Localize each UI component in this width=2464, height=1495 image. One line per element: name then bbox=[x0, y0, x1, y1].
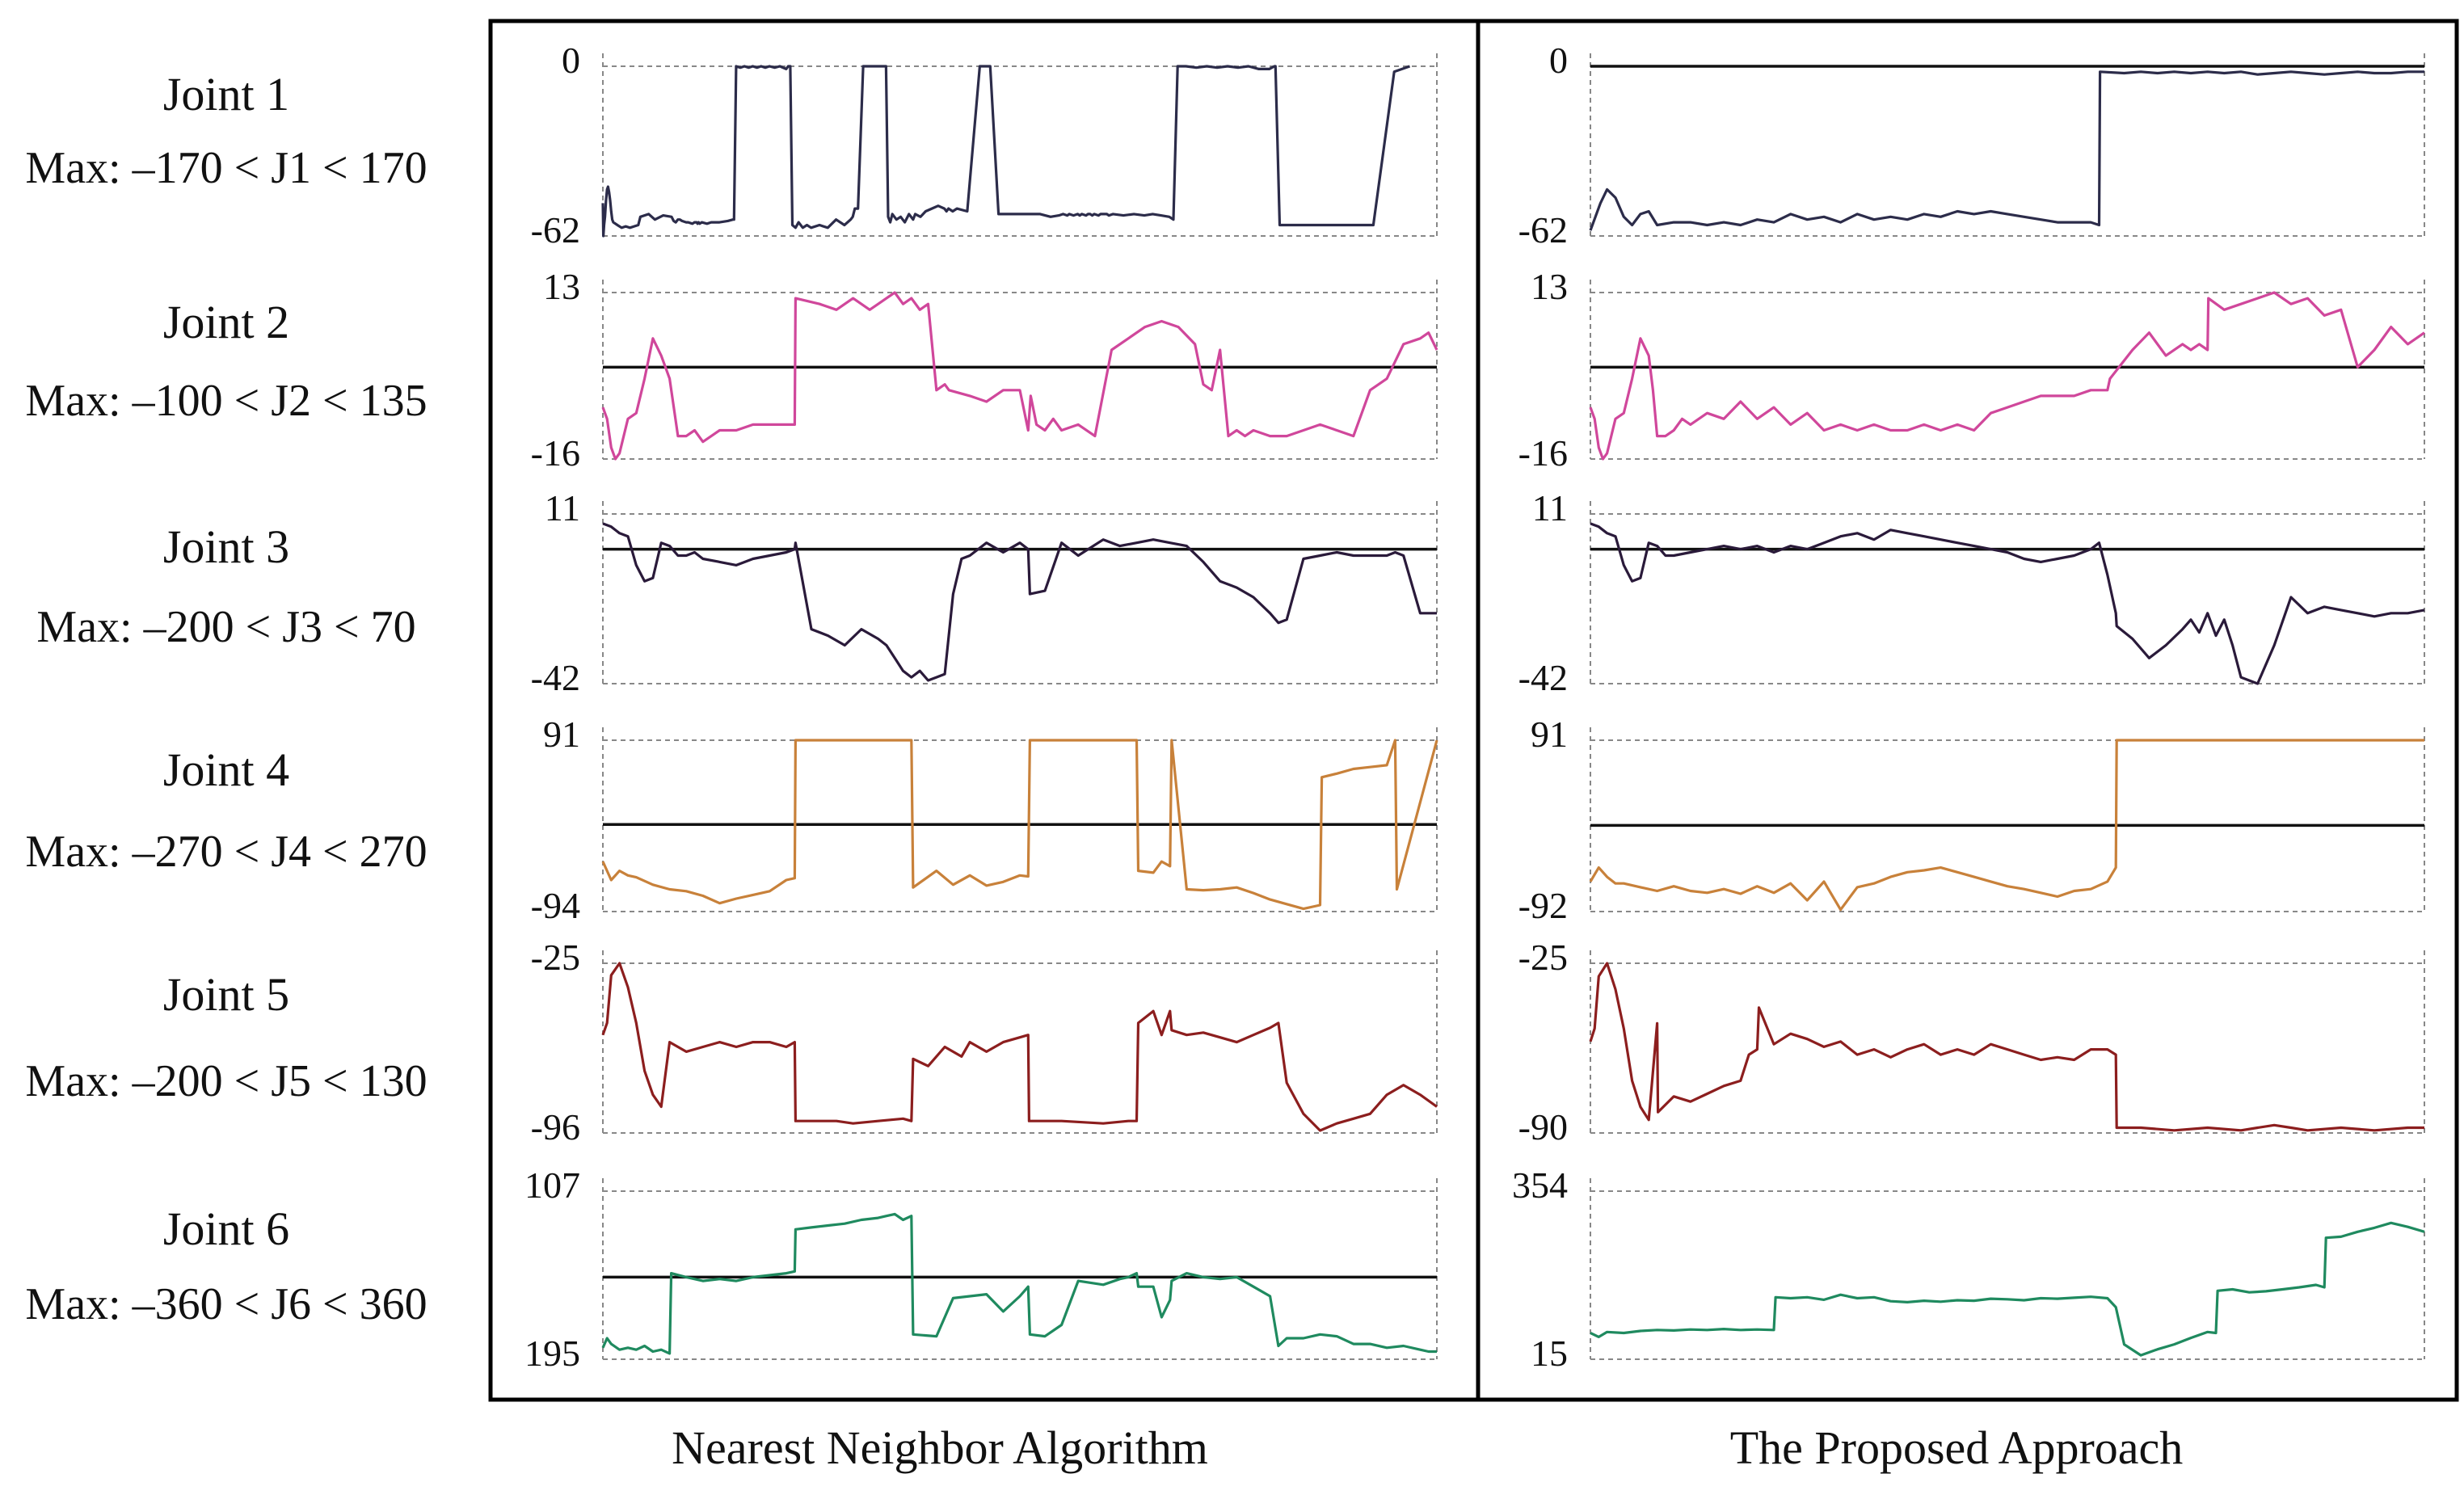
y-tick-top-label: 11 bbox=[545, 487, 580, 529]
y-tick-bottom-label: -94 bbox=[531, 885, 580, 926]
joint-6-range: Max: –360 < J6 < 360 bbox=[25, 1279, 428, 1329]
data-series-line bbox=[1589, 70, 2424, 231]
y-tick-top-label: 13 bbox=[543, 266, 580, 307]
chart-6-nn: 107 195 bbox=[524, 1164, 1438, 1374]
joint-3-range: Max: –200 < J3 < 70 bbox=[36, 602, 416, 652]
y-tick-bottom-label: -42 bbox=[1518, 657, 1568, 698]
data-series-line bbox=[1589, 962, 2424, 1132]
data-series-line bbox=[601, 65, 1411, 238]
y-tick-bottom-label: 195 bbox=[524, 1333, 580, 1374]
y-tick-top-label: 107 bbox=[524, 1164, 580, 1206]
y-tick-bottom-label: -62 bbox=[531, 209, 580, 251]
chart-5-nn: -25 -96 bbox=[531, 937, 1438, 1148]
y-tick-top-label: 91 bbox=[543, 714, 580, 755]
y-tick-top-label: -25 bbox=[1518, 937, 1568, 978]
data-series-line bbox=[1590, 1221, 2425, 1357]
chart-2-proposed: 13 -16 bbox=[1518, 266, 2425, 474]
joint-6-name: Joint 6 bbox=[162, 1202, 290, 1255]
y-tick-top-label: 11 bbox=[1532, 487, 1568, 529]
y-tick-bottom-label: -62 bbox=[1518, 209, 1568, 251]
data-series-line bbox=[601, 962, 1438, 1132]
y-tick-bottom-label: -90 bbox=[1518, 1106, 1568, 1148]
y-tick-bottom-label: -16 bbox=[1518, 432, 1568, 474]
joint-1-name: Joint 1 bbox=[162, 68, 290, 120]
data-series-line bbox=[1589, 291, 2425, 461]
y-tick-top-label: 91 bbox=[1531, 714, 1568, 755]
joint-1-range: Max: –170 < J1 < 170 bbox=[25, 143, 428, 193]
y-tick-top-label: 354 bbox=[1512, 1164, 1568, 1206]
data-series-line bbox=[601, 739, 1438, 911]
chart-4-proposed: 91 -92 bbox=[1518, 714, 2425, 926]
joint-5-range: Max: –200 < J5 < 130 bbox=[25, 1056, 428, 1106]
y-tick-top-label: 13 bbox=[1531, 266, 1568, 307]
chart-1-nn: 0 -62 bbox=[531, 40, 1438, 251]
chart-6-proposed: 354 15 bbox=[1512, 1164, 2425, 1374]
figure-frame bbox=[488, 19, 2459, 1402]
chart-3-proposed: 11 -42 bbox=[1518, 487, 2425, 698]
y-tick-top-label: -25 bbox=[531, 937, 580, 978]
caption-proposed-approach: The Proposed Approach bbox=[1729, 1421, 2184, 1474]
y-tick-bottom-label: -92 bbox=[1518, 885, 1568, 926]
y-tick-bottom-label: -16 bbox=[531, 432, 580, 474]
y-tick-bottom-label: -96 bbox=[531, 1106, 580, 1148]
chart-4-nn: 91 -94 bbox=[531, 714, 1438, 926]
y-tick-top-label: 0 bbox=[562, 40, 580, 81]
data-series-line bbox=[1590, 522, 2425, 685]
data-series-line bbox=[601, 1212, 1437, 1355]
chart-3-nn: 11 -42 bbox=[531, 487, 1438, 698]
caption-nearest-neighbor: Nearest Neighbor Algorithm bbox=[672, 1421, 1208, 1474]
joint-5-name: Joint 5 bbox=[162, 968, 290, 1021]
joint-4-range: Max: –270 < J4 < 270 bbox=[25, 827, 428, 877]
y-tick-bottom-label: -42 bbox=[531, 657, 580, 698]
y-tick-top-label: 0 bbox=[1549, 40, 1568, 81]
chart-2-nn: 13 -16 bbox=[531, 266, 1438, 474]
data-series-line bbox=[602, 522, 1437, 682]
joint-4-name: Joint 4 bbox=[162, 743, 290, 796]
data-series-line bbox=[601, 291, 1438, 461]
joint-2-range: Max: –100 < J2 < 135 bbox=[25, 376, 428, 426]
chart-1-proposed: 0 -62 bbox=[1518, 40, 2425, 251]
y-tick-bottom-label: 15 bbox=[1531, 1333, 1568, 1374]
chart-5-proposed: -25 -90 bbox=[1518, 937, 2425, 1148]
data-series-line bbox=[1589, 739, 2424, 912]
joint-3-name: Joint 3 bbox=[162, 520, 290, 573]
joint-2-name: Joint 2 bbox=[162, 296, 290, 348]
